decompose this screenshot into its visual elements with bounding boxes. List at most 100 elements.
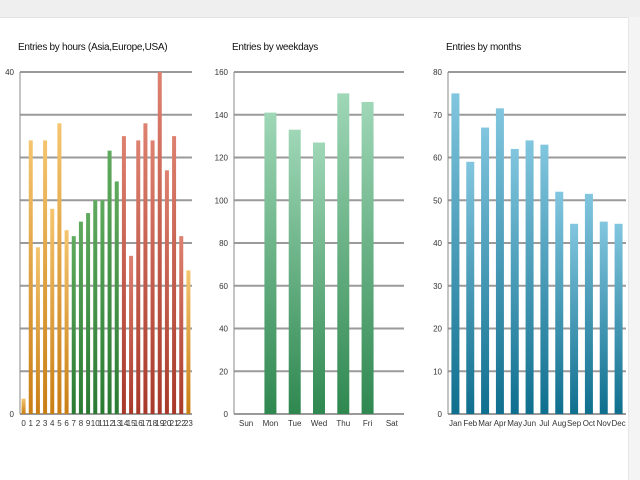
x-tick-label: 1 — [29, 419, 34, 428]
bar — [43, 140, 48, 414]
bar — [100, 200, 105, 414]
y-tick-label: 40 — [5, 68, 14, 77]
x-tick-label: Feb — [463, 419, 477, 428]
bar — [136, 140, 141, 414]
x-tick-label: Sat — [386, 419, 399, 428]
x-tick-label: 15 — [127, 419, 136, 428]
x-tick-label: 20 — [162, 419, 171, 428]
x-tick-label: 19 — [155, 419, 164, 428]
y-tick-label: 0 — [10, 410, 15, 419]
y-tick-label: 50 — [433, 196, 442, 205]
bar — [481, 127, 490, 414]
bar — [361, 101, 374, 415]
x-tick-label: Oct — [583, 419, 596, 428]
right-scroll-edge — [628, 17, 640, 480]
x-tick-label: 8 — [79, 419, 84, 428]
bar — [64, 230, 69, 414]
x-tick-label: 6 — [64, 419, 69, 428]
x-tick-label: 10 — [91, 419, 100, 428]
bar — [157, 72, 162, 414]
x-tick-label: 11 — [98, 419, 107, 428]
bar — [264, 112, 277, 415]
window-top-bar — [0, 0, 640, 18]
bar — [93, 200, 98, 414]
x-tick-label: Aug — [552, 419, 566, 428]
y-tick-label: 120 — [215, 154, 229, 163]
x-tick-label: 22 — [177, 419, 186, 428]
y-tick-label: 60 — [433, 154, 442, 163]
bar — [510, 148, 519, 414]
y-tick-label: 80 — [433, 68, 442, 77]
y-tick-label: 10 — [433, 367, 442, 376]
bar — [599, 221, 608, 414]
x-tick-label: Wed — [311, 419, 327, 428]
bar — [71, 236, 76, 414]
y-tick-label: 80 — [219, 239, 228, 248]
y-tick-label: 40 — [433, 239, 442, 248]
x-tick-label: 9 — [86, 419, 91, 428]
bar — [525, 140, 534, 414]
x-tick-label: Sep — [567, 419, 582, 428]
x-tick-label: Mar — [478, 419, 492, 428]
x-tick-label: Jun — [523, 419, 536, 428]
x-tick-label: Jul — [539, 419, 549, 428]
bar — [57, 123, 62, 415]
bar — [451, 93, 460, 414]
bar — [540, 144, 549, 415]
bar — [172, 136, 177, 414]
x-tick-label: 16 — [134, 419, 143, 428]
bar — [570, 223, 579, 414]
x-tick-label: Nov — [597, 419, 611, 428]
bar — [114, 181, 119, 414]
x-tick-label: Tue — [288, 419, 302, 428]
bar — [28, 140, 33, 414]
y-tick-label: 0 — [438, 410, 443, 419]
x-tick-label: Dec — [611, 419, 625, 428]
x-tick-label: Thu — [336, 419, 350, 428]
chart-months: Entries by months 0 10 20 30 40 50 60 70 80 Jan Fe… — [433, 42, 626, 428]
y-tick-label: 70 — [433, 111, 442, 120]
chart-title: Entries by weekdays — [232, 42, 318, 53]
x-tick-label: 4 — [50, 419, 55, 428]
x-tick-label: 21 — [170, 419, 179, 428]
bar — [288, 129, 301, 414]
x-tick-label: Mon — [263, 419, 279, 428]
bar — [21, 398, 26, 414]
y-tick-label: 140 — [215, 111, 229, 120]
bar — [121, 136, 126, 414]
bar — [78, 221, 83, 414]
y-tick-label: 40 — [219, 325, 228, 334]
bar — [143, 123, 148, 415]
chart-title: Entries by hours (Asia,Europe,USA) — [18, 42, 167, 53]
bar — [555, 191, 564, 414]
y-tick-label: 100 — [215, 196, 229, 205]
x-tick-label: May — [507, 419, 522, 428]
bar — [129, 255, 134, 414]
x-tick-label: 5 — [57, 419, 62, 428]
bar — [337, 93, 350, 414]
bar — [50, 208, 55, 414]
x-tick-label: 2 — [36, 419, 41, 428]
x-tick-label: 3 — [43, 419, 48, 428]
bar — [35, 247, 40, 414]
bar — [164, 170, 169, 414]
x-tick-label: 7 — [72, 419, 77, 428]
bar — [584, 193, 593, 414]
y-tick-label: 60 — [219, 282, 228, 291]
chart-weekdays: Entries by weekdays 0 20 40 60 80 100 120 140 16… — [215, 42, 404, 428]
bar — [495, 108, 504, 415]
bar — [466, 161, 475, 414]
x-tick-label: Fri — [363, 419, 373, 428]
bar — [186, 270, 191, 414]
x-tick-label: Jan — [449, 419, 462, 428]
x-tick-label: Sun — [239, 419, 253, 428]
x-tick-label: 14 — [119, 419, 128, 428]
x-tick-label: 17 — [141, 419, 150, 428]
bar — [86, 213, 91, 414]
x-tick-label: 18 — [148, 419, 157, 428]
x-tick-label: 12 — [105, 419, 114, 428]
x-tick-label: 13 — [112, 419, 121, 428]
x-tick-label: 23 — [184, 419, 193, 428]
bar — [150, 140, 155, 414]
